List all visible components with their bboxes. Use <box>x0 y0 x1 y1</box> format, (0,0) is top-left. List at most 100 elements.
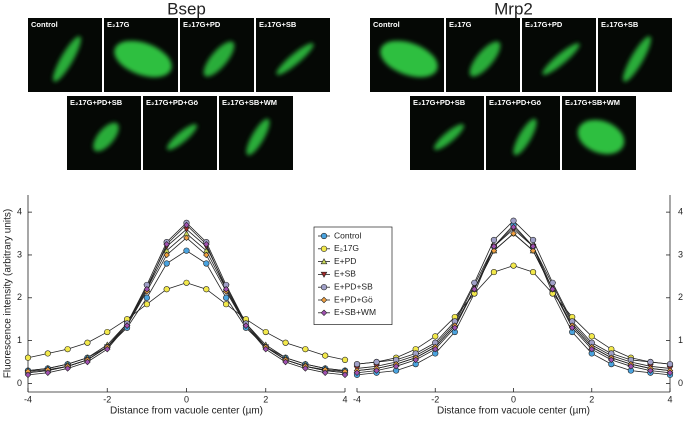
fluorescence <box>246 118 270 156</box>
fluorescence <box>93 122 119 152</box>
data-point <box>203 286 210 293</box>
x-tick-label: 0 <box>511 394 516 404</box>
data-point <box>647 367 654 374</box>
data-point <box>183 279 190 286</box>
data-point <box>282 339 289 346</box>
legend-marker <box>320 284 328 291</box>
fluorescence <box>577 119 625 155</box>
fluorescence <box>203 41 235 77</box>
data-point <box>321 369 329 376</box>
data-point <box>163 251 170 259</box>
data-point <box>373 367 380 374</box>
data-point <box>163 260 170 267</box>
data-point <box>549 279 556 286</box>
image-label: Control <box>31 20 58 29</box>
legend-label: E+PD+SB <box>334 281 373 291</box>
data-point <box>123 322 131 329</box>
legend-marker <box>320 309 328 317</box>
fluorescence <box>380 40 438 78</box>
data-point <box>529 247 537 254</box>
data-point <box>84 358 91 366</box>
y-tick-label: 2 <box>17 292 22 302</box>
data-point <box>666 361 674 368</box>
data-point <box>24 354 32 361</box>
fluorescence <box>53 36 81 82</box>
series-line <box>27 233 346 371</box>
y-tick-label: 1 <box>678 335 683 345</box>
data-point <box>373 358 380 366</box>
series-line <box>27 282 346 361</box>
data-point <box>510 262 517 269</box>
series-line <box>356 233 671 371</box>
data-point <box>183 221 190 229</box>
x-tick-label: -2 <box>103 394 111 404</box>
data-point <box>568 324 576 331</box>
data-point <box>529 268 537 276</box>
x-tick-label: 4 <box>667 394 672 404</box>
series-line <box>27 222 346 374</box>
fluorescence <box>623 36 651 82</box>
data-point <box>529 243 537 250</box>
data-point <box>353 369 361 376</box>
series-line <box>27 224 346 376</box>
data-point <box>608 356 615 364</box>
data-point <box>432 333 439 340</box>
data-point <box>666 369 674 376</box>
data-point <box>412 356 419 364</box>
data-point <box>341 356 349 363</box>
data-point <box>203 260 210 267</box>
data-point <box>627 363 635 370</box>
data-point <box>64 346 71 353</box>
data-point <box>490 247 498 254</box>
data-point <box>302 346 309 353</box>
series-line <box>356 265 671 365</box>
data-point <box>262 328 269 336</box>
image-label: E₂17G+PD <box>525 20 563 29</box>
image-label: Control <box>373 20 400 29</box>
data-point <box>143 285 151 293</box>
image-label: E₂17G+PD <box>183 20 221 29</box>
fluorescence <box>276 43 314 75</box>
image-label: E₂17G+PD+Gö <box>146 98 199 107</box>
data-point <box>490 268 498 276</box>
data-point <box>451 324 459 331</box>
x-tick-label: 4 <box>342 394 347 404</box>
series-line <box>356 224 671 376</box>
legend-label: E+PD+Gö <box>334 294 373 304</box>
y-tick-label: 2 <box>678 292 683 302</box>
data-point <box>104 328 111 336</box>
y-tick-label: 0 <box>678 378 683 388</box>
data-point <box>549 285 556 293</box>
data-point <box>64 365 71 372</box>
y-tick-label: 4 <box>678 207 683 217</box>
fluorescence <box>166 124 198 150</box>
fluorescence <box>513 118 537 156</box>
data-point <box>471 285 478 293</box>
legend-marker <box>320 232 328 240</box>
data-point <box>529 236 537 244</box>
data-point <box>490 236 498 244</box>
data-point <box>302 365 309 372</box>
data-point <box>510 223 517 231</box>
image-label: E₂17G+PD+Gö <box>489 98 542 107</box>
data-point <box>471 279 478 286</box>
data-point <box>647 358 654 366</box>
legend-marker <box>320 296 328 304</box>
fluorescence <box>114 40 172 78</box>
x-tick-label: -4 <box>353 394 361 404</box>
data-point <box>44 350 51 357</box>
chart-title: Mrp2 <box>494 0 533 18</box>
y-tick-label: 4 <box>17 207 22 217</box>
fluorescence <box>469 41 501 77</box>
data-point <box>588 333 595 340</box>
series-line <box>27 250 346 371</box>
x-tick-label: -2 <box>431 394 439 404</box>
data-point <box>510 217 517 224</box>
data-point <box>223 294 230 301</box>
legend-marker <box>320 271 328 278</box>
legend-box <box>313 226 393 325</box>
data-point <box>322 352 329 359</box>
image-label: E₂17G+SB <box>601 20 639 29</box>
data-point <box>242 322 250 329</box>
